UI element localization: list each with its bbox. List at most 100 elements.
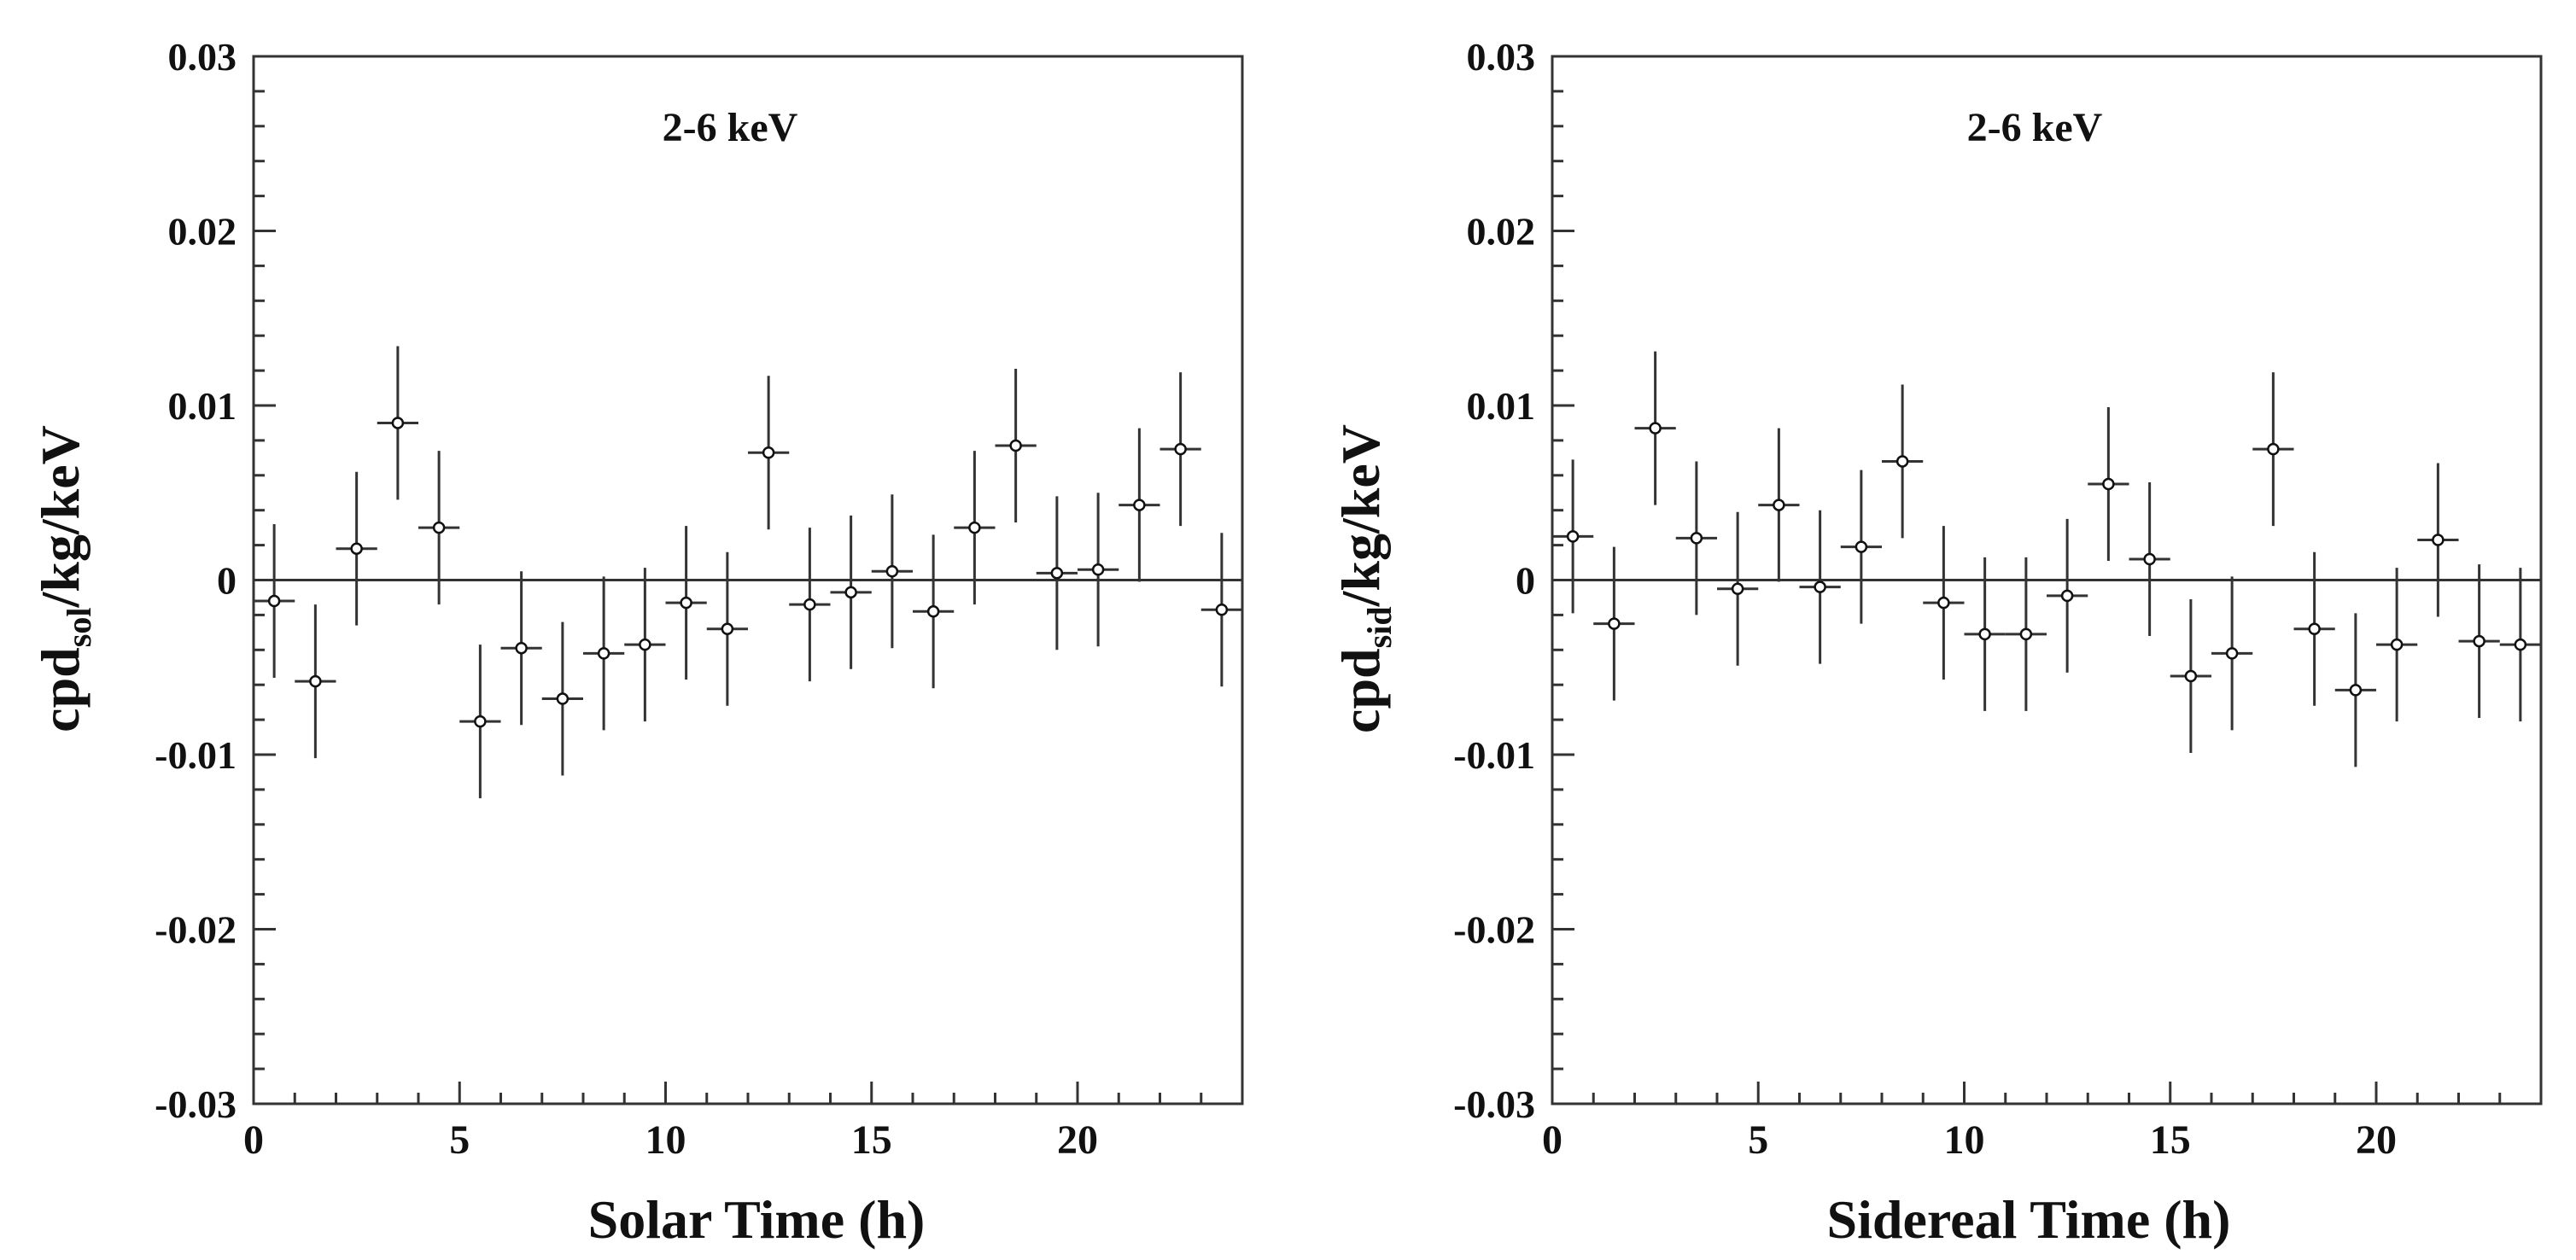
- data-point: [871, 494, 913, 649]
- x-tick-label: 15: [851, 1117, 892, 1163]
- data-marker: [1566, 530, 1580, 543]
- data-marker: [1649, 422, 1662, 435]
- y-axis-title: cpdsol/kg/keV: [30, 425, 98, 732]
- data-point: [1078, 493, 1119, 647]
- data-marker: [885, 565, 899, 578]
- panel-title: 2-6 keV: [1967, 105, 2103, 150]
- x-axis-title: Solar Time (h): [588, 1189, 926, 1250]
- data-point: [500, 571, 542, 726]
- data-marker: [2184, 669, 2198, 683]
- y-tick-label: 0.02: [1467, 210, 1536, 254]
- x-tick-label: 10: [1944, 1117, 1985, 1163]
- x-tick-labels: 0 5 10 15 20: [243, 1117, 1098, 1163]
- data-point: [2376, 568, 2418, 722]
- data-point: [295, 604, 336, 759]
- data-point: [1799, 510, 1841, 664]
- data-point: [913, 534, 955, 689]
- data-marker: [2267, 442, 2280, 456]
- data-marker: [1855, 540, 1868, 553]
- data-point: [2088, 407, 2129, 562]
- y-tick-label: -0.02: [1453, 908, 1535, 952]
- data-point: [1200, 533, 1242, 687]
- data-marker: [2102, 477, 2115, 491]
- data-point: [583, 576, 625, 731]
- data-point: [830, 515, 872, 669]
- data-marker: [2514, 638, 2527, 651]
- data-point: [459, 645, 501, 799]
- data-marker: [2225, 647, 2239, 660]
- data-marker: [1731, 582, 1744, 595]
- data-point: [2417, 463, 2459, 617]
- y-axis-title: cpdsid/kg/keV: [1330, 424, 1399, 733]
- y-tick-label: -0.02: [155, 908, 237, 952]
- panel-title: 2-6 keV: [663, 105, 798, 150]
- data-marker: [803, 598, 816, 611]
- y-axis-title-main: cpd: [1330, 648, 1391, 733]
- y-tick-labels: 0.03 0.02 0.01 0 -0.01 -0.02 -0.03: [1453, 35, 1535, 1126]
- data-point: [2170, 598, 2211, 753]
- data-point: [2458, 564, 2500, 719]
- data-marker: [1608, 617, 1621, 630]
- data-point: [2293, 551, 2335, 706]
- x-tick-label: 5: [449, 1117, 470, 1163]
- data-marker: [2432, 534, 2445, 546]
- data-marker: [1215, 604, 1229, 616]
- y-tick-label: 0.01: [168, 384, 237, 428]
- data-point: [1923, 526, 1965, 680]
- data-marker: [597, 647, 610, 660]
- data-marker: [2390, 638, 2404, 651]
- x-tick-label: 10: [645, 1117, 686, 1163]
- y-tick-labels: 0.03 0.02 0.01 0 -0.01 -0.02 -0.03: [155, 35, 237, 1126]
- data-point: [1964, 557, 2006, 711]
- data-marker: [1814, 580, 1826, 593]
- x-tick-label: 0: [1542, 1117, 1563, 1163]
- data-point: [789, 528, 831, 682]
- y-axis-title-sub: sol: [60, 608, 98, 648]
- data-marker: [680, 596, 692, 610]
- y-axis-title-sub: sid: [1360, 606, 1399, 648]
- data-point: [2499, 568, 2541, 722]
- data-point: [2129, 481, 2170, 636]
- x-axis-title: Sidereal Time (h): [1827, 1189, 2231, 1250]
- data-marker: [1773, 499, 1785, 511]
- data-marker: [515, 642, 528, 655]
- data-point: [254, 524, 295, 679]
- data-point: [2334, 613, 2376, 767]
- y-tick-label: 0.03: [1467, 35, 1536, 79]
- data-marker: [350, 542, 363, 555]
- data-marker: [556, 692, 570, 705]
- data-point: [1119, 428, 1160, 582]
- y-tick-label: 0.01: [1467, 384, 1536, 428]
- data-marker: [1174, 442, 1187, 456]
- data-point: [1159, 372, 1201, 527]
- data-point: [748, 376, 790, 530]
- y-tick-label: -0.01: [1453, 733, 1535, 777]
- data-marker: [721, 622, 734, 636]
- data-point: [1882, 384, 1924, 539]
- y-tick-label: 0: [217, 559, 237, 603]
- y-axis-title-rest: /kg/keV: [30, 425, 91, 608]
- data-points: [254, 346, 1242, 799]
- data-point: [336, 471, 377, 626]
- data-point: [1758, 428, 1800, 582]
- data-marker: [2473, 634, 2485, 648]
- x-tick-label: 5: [1748, 1117, 1768, 1163]
- data-point: [954, 451, 996, 605]
- y-tick-label: 0: [1516, 559, 1535, 603]
- data-point: [377, 346, 418, 500]
- y-axis-title-rest: /kg/keV: [1330, 424, 1391, 607]
- x-tick-label: 15: [2150, 1117, 2191, 1163]
- data-marker: [2143, 552, 2156, 566]
- data-marker: [926, 605, 940, 618]
- data-marker: [1091, 563, 1105, 576]
- data-point: [1593, 546, 1635, 701]
- x-tick-label: 0: [243, 1117, 264, 1163]
- data-point: [2252, 372, 2294, 527]
- data-marker: [968, 521, 981, 534]
- panel-sidereal: 0.03 0.02 0.01 0 -0.01 -0.02 -0.03 0 5 10 15 20 2-…: [1330, 35, 2543, 1250]
- data-marker: [309, 674, 322, 688]
- data-marker: [1937, 596, 1950, 610]
- y-tick-label: -0.03: [155, 1082, 237, 1126]
- data-marker: [844, 586, 857, 599]
